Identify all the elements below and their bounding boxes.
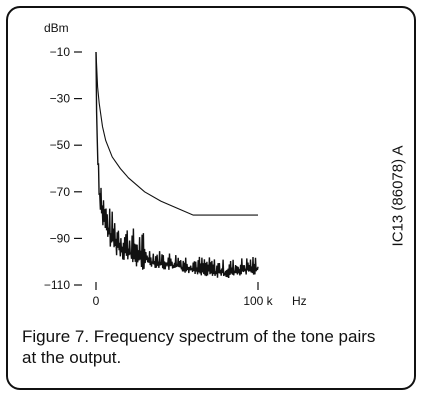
y-tick-label: −70 [50,185,71,199]
y-axis-label: dBm [44,21,69,35]
y-tick-label: −30 [50,92,71,106]
series-layer [95,51,259,279]
x-tick-label: 0 [93,294,100,308]
figure-frame [6,6,416,390]
x-axis: 0 100 k [93,282,274,308]
x-axis-label: Hz [292,294,307,308]
y-tick-label: −10 [50,45,71,59]
y-axis: −10 −30 −50 −70 −90 −110 [44,45,82,292]
y-tick-label: −50 [50,138,71,152]
x-tick-label: 100 k [243,294,273,308]
y-tick-label: −90 [50,231,71,245]
y-tick-label: −110 [44,278,70,292]
envelope-line [95,51,258,216]
figure-caption: Figure 7. Frequency spectrum of the tone… [22,327,376,367]
spectrum-line [95,51,259,279]
figure-code: IC13 (86078) A [389,145,407,247]
